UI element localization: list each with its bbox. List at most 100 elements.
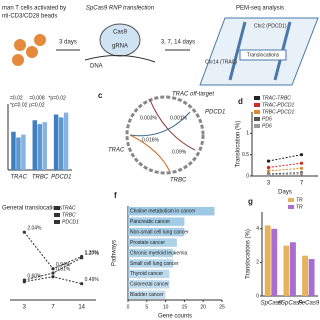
legend-label: PDCD1 (62, 219, 79, 225)
point (266, 165, 271, 170)
x-tick-label: 14 (78, 305, 85, 311)
x-tick-label: 3 (23, 305, 27, 311)
bar (128, 238, 177, 247)
x-tick-label: 15 (182, 304, 188, 310)
point (266, 169, 271, 173)
category-label: Choline metabolism in cancer (130, 209, 196, 215)
value-label: 0.81% (56, 266, 71, 272)
bar (128, 227, 185, 237)
legend-swatch (288, 198, 294, 202)
chr-label: Chr14 (TRAC) (205, 59, 237, 65)
x-tick-label: TRAC (10, 175, 27, 181)
gene: TRAC (108, 148, 125, 154)
x-tick-label: TRBC (32, 175, 49, 181)
step: 3, 7, 14 days (161, 40, 195, 46)
legend-label: TRAC (62, 205, 76, 211)
bar (128, 217, 185, 226)
legend-label: TRBC (62, 212, 76, 218)
chromosome (228, 21, 247, 81)
value-label: 0.49% (85, 277, 100, 283)
legend-swatch (54, 206, 60, 210)
legend-label: TR (296, 197, 303, 203)
annotation: =0.02 (10, 95, 23, 101)
y-tick-label: 2 (256, 260, 259, 266)
analysis-title: PEM-seq analysis (236, 6, 284, 12)
bar (264, 225, 271, 296)
bar (11, 131, 16, 170)
value-label: 2.04% (27, 226, 42, 232)
point (299, 161, 304, 165)
transfection-title: SpCas9 RNP transfection (86, 6, 155, 12)
legend-label: PD6 (262, 123, 272, 129)
percentage: 0.016% (142, 137, 160, 143)
point (299, 172, 304, 176)
legend-swatch (288, 205, 294, 209)
panel-label: f (114, 191, 117, 200)
panel-label: g (248, 197, 253, 206)
category-label: Chronic myeloid leukemia (130, 250, 187, 256)
legend-swatch (254, 96, 260, 100)
value-label: 1.27% (85, 251, 100, 257)
category-label: Prostate cancer (130, 240, 165, 246)
bar (128, 207, 215, 216)
point (299, 166, 304, 170)
bar (63, 112, 69, 170)
bar (42, 122, 47, 170)
category-label: Pancreatic cancer (130, 219, 170, 225)
point (80, 256, 84, 260)
annotation: *p=0.02 (10, 102, 28, 108)
cells-text: nti-CD3/CD28 beads (2, 14, 57, 20)
x-tick-label: 20 (200, 304, 206, 310)
legend-label: TR (296, 204, 303, 210)
cell (34, 34, 46, 46)
point (266, 173, 271, 177)
y-tick-label: 1 (246, 131, 249, 137)
cell (14, 39, 26, 51)
legend-swatch (254, 103, 260, 107)
point (22, 230, 26, 234)
cells-text: man T cells activated by (2, 6, 66, 12)
legend-label: TRBC-PDCD1 (262, 109, 294, 115)
bar (128, 259, 174, 268)
legend-label: TRAC-TRBC (262, 95, 291, 101)
category-label: Small cell lung cancer (130, 261, 179, 267)
y-tick-label: 0.5 (242, 152, 249, 158)
point (299, 153, 304, 157)
bar (128, 290, 166, 299)
bar (302, 255, 309, 296)
point (266, 159, 271, 163)
legend-label: TRAC-PDCD1 (262, 102, 294, 108)
category-label: Thyroid cancer (130, 271, 163, 277)
x-tick-label: 25 (219, 304, 225, 310)
chr-label: Chr2 (PDCD1) (254, 23, 287, 29)
link (129, 134, 171, 173)
bar (53, 114, 59, 170)
legend-swatch (254, 117, 260, 121)
ring (125, 95, 205, 175)
x-tick-label: 7 (51, 305, 55, 311)
category-label: Bladder cancer (130, 292, 164, 298)
x-tick-label: FeCas9 (298, 301, 320, 307)
legend-swatch (254, 124, 260, 128)
bar (37, 124, 42, 170)
category-label: Colorectal cancer (130, 282, 169, 288)
annotation: *p=0.02 (48, 95, 66, 101)
legend-swatch (54, 220, 60, 224)
x-tick-label: 7 (300, 181, 304, 187)
chart-title: General translocations (2, 206, 62, 212)
percentage: 0.003% (140, 115, 158, 121)
point (51, 271, 55, 275)
gene: PDCD1 (205, 110, 225, 116)
y-axis-label: Translocation (%) (236, 121, 242, 168)
bar (32, 120, 38, 170)
panel-label: d (238, 97, 243, 106)
value-label: 0.94% (56, 262, 71, 268)
x-tick-label: 3 (267, 181, 271, 187)
percentage: 0.001% (170, 115, 188, 121)
y-tick-label: 0 (256, 293, 259, 299)
link (129, 111, 191, 137)
cas9-label: Cas9 (113, 30, 128, 36)
panel-label: c (98, 91, 103, 100)
dna (84, 54, 156, 63)
cell (26, 46, 38, 58)
